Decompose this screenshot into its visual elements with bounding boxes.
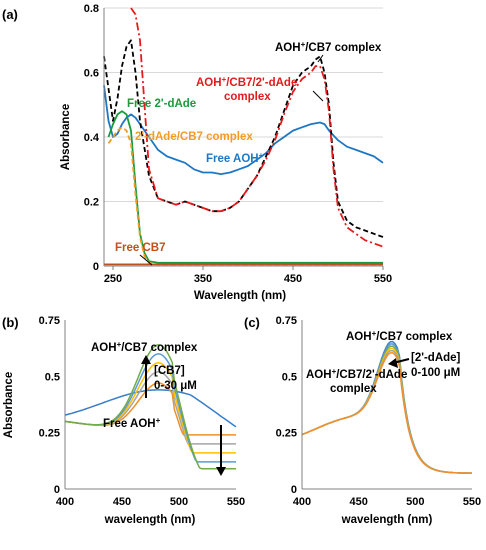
x-axis-title: wavelength (nm) bbox=[104, 514, 196, 526]
y-tick-label: 0.8 bbox=[84, 3, 99, 15]
annotation-aoh-cb7: AOH+/CB7 complex bbox=[275, 40, 382, 55]
series-line bbox=[301, 345, 472, 474]
annotation-conc-label: [CB7] bbox=[154, 365, 185, 377]
annotation-free-aoh: Free AOH+ bbox=[206, 151, 264, 166]
annotation-free-cb7: Free CB7 bbox=[115, 242, 166, 254]
tick-labels: 0 0.2 0.4 0.6 0.8 250 350 450 550 bbox=[84, 3, 392, 285]
annotation-ternary-line2: complex bbox=[224, 91, 271, 103]
x-tick-label: 350 bbox=[194, 273, 212, 285]
y-tick-label: 0.4 bbox=[84, 132, 100, 144]
chart-panel-c: 0 0.25 0.5 0.75 400 450 500 550 wavelength (nm)… bbox=[276, 315, 482, 526]
y-tick-label: 0.5 bbox=[282, 371, 297, 383]
annotation-conc-range: 0-30 μM bbox=[154, 380, 197, 392]
series-line bbox=[103, 85, 384, 176]
series-group bbox=[103, 7, 384, 266]
y-tick-label: 0.75 bbox=[276, 315, 297, 327]
chart-panel-a: 0 0.2 0.4 0.6 0.8 250 350 450 550 Wavelength (nm… bbox=[60, 3, 392, 302]
x-tick-label: 550 bbox=[374, 273, 392, 285]
annotation-conc-range: 0-100 μM bbox=[411, 367, 460, 379]
annotation-conc-label: [2'-dAde] bbox=[411, 352, 461, 364]
annotation-leader bbox=[139, 254, 153, 266]
series-line bbox=[107, 110, 383, 264]
x-tick-label: 450 bbox=[349, 496, 367, 508]
tick-labels: 0 0.25 0.5 0.75 400 450 500 550 bbox=[39, 315, 246, 508]
y-tick-label: 0.25 bbox=[276, 428, 297, 440]
x-tick-label: 550 bbox=[227, 496, 245, 508]
series-group bbox=[301, 340, 472, 474]
y-tick-label: 0 bbox=[291, 484, 297, 496]
y-tick-label: 0.75 bbox=[39, 315, 60, 327]
x-tick-label: 500 bbox=[170, 496, 188, 508]
annotation-free-dade: Free 2'-dAde bbox=[127, 98, 196, 110]
tick-labels: 0 0.25 0.5 0.75 400 450 500 550 bbox=[276, 315, 482, 508]
annotation-aoh-cb7: AOH+/CB7 complex bbox=[346, 329, 453, 344]
chart-panel-b: 0 0.25 0.5 0.75 400 450 500 550 wavelength (nm)… bbox=[3, 315, 245, 526]
arrow-left-head bbox=[388, 358, 398, 368]
x-tick-label: 450 bbox=[284, 273, 302, 285]
x-tick-label: 500 bbox=[406, 496, 424, 508]
series-line bbox=[64, 344, 236, 470]
annotation-ternary-line2: complex bbox=[330, 383, 377, 395]
annotation-free-aoh: Free AOH+ bbox=[103, 416, 161, 431]
y-tick-label: 0 bbox=[93, 261, 99, 273]
x-tick-label: 450 bbox=[113, 496, 131, 508]
annotation-ternary-line1: AOH+/CB7/2'-dAde bbox=[306, 367, 407, 382]
y-tick-label: 0.6 bbox=[84, 68, 99, 80]
x-tick-label: 400 bbox=[56, 496, 74, 508]
x-tick-label: 550 bbox=[463, 496, 481, 508]
panel-label-c: (c) bbox=[244, 315, 260, 330]
series-line bbox=[301, 352, 472, 474]
y-axis-title: Absorbance bbox=[60, 104, 72, 170]
arrow-up-head bbox=[141, 355, 151, 364]
annotation-leader bbox=[317, 54, 324, 63]
y-tick-label: 0.2 bbox=[84, 197, 99, 209]
annotation-dade-cb7: 2'-dAde/CB7 complex bbox=[135, 131, 253, 143]
annotation-aoh-cb7: AOH+/CB7 complex bbox=[91, 340, 198, 355]
y-tick-label: 0.25 bbox=[39, 428, 60, 440]
x-tick-label: 250 bbox=[104, 273, 122, 285]
x-axis-title: wavelength (nm) bbox=[341, 514, 433, 526]
annotation-leader bbox=[312, 90, 324, 102]
series-line bbox=[103, 39, 384, 238]
series-group bbox=[64, 344, 237, 470]
series-line bbox=[130, 7, 384, 248]
y-axis-title: Absorbance bbox=[3, 372, 15, 438]
series-line bbox=[64, 389, 237, 428]
x-tick-label: 400 bbox=[293, 496, 311, 508]
y-tick-label: 0 bbox=[54, 484, 60, 496]
annotation-ternary-line1: AOH+/CB7/2'-dAde bbox=[196, 75, 297, 90]
y-tick-label: 0.5 bbox=[45, 371, 60, 383]
x-axis-title: Wavelength (nm) bbox=[194, 290, 286, 302]
panel-label-a: (a) bbox=[2, 7, 18, 22]
arrow-down-head bbox=[216, 467, 226, 476]
panel-label-b: (b) bbox=[2, 315, 19, 330]
